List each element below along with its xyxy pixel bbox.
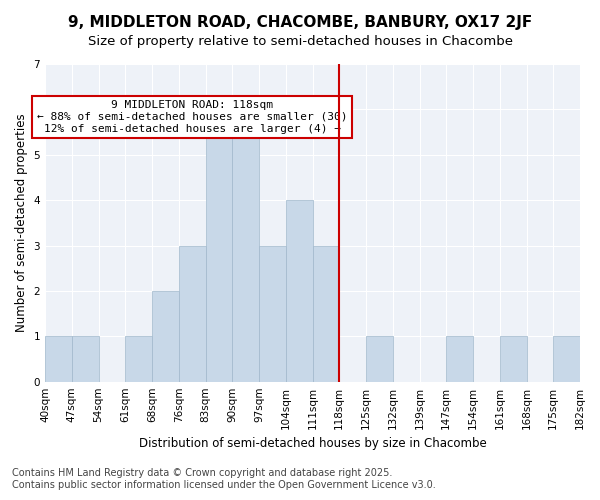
Bar	[179, 246, 206, 382]
Text: Contains HM Land Registry data © Crown copyright and database right 2025.
Contai: Contains HM Land Registry data © Crown c…	[12, 468, 436, 490]
Bar	[232, 110, 259, 382]
Bar	[366, 336, 393, 382]
Bar	[125, 336, 152, 382]
Bar	[313, 246, 339, 382]
Text: 9, MIDDLETON ROAD, CHACOMBE, BANBURY, OX17 2JF: 9, MIDDLETON ROAD, CHACOMBE, BANBURY, OX…	[68, 15, 532, 30]
Bar	[72, 336, 98, 382]
Bar	[553, 336, 580, 382]
Text: Size of property relative to semi-detached houses in Chacombe: Size of property relative to semi-detach…	[88, 35, 512, 48]
Bar	[259, 246, 286, 382]
Y-axis label: Number of semi-detached properties: Number of semi-detached properties	[15, 114, 28, 332]
Bar	[206, 110, 232, 382]
Bar	[45, 336, 72, 382]
Bar	[152, 291, 179, 382]
X-axis label: Distribution of semi-detached houses by size in Chacombe: Distribution of semi-detached houses by …	[139, 437, 487, 450]
Bar	[286, 200, 313, 382]
Bar	[446, 336, 473, 382]
Text: 9 MIDDLETON ROAD: 118sqm
← 88% of semi-detached houses are smaller (30)
12% of s: 9 MIDDLETON ROAD: 118sqm ← 88% of semi-d…	[37, 100, 347, 134]
Bar	[500, 336, 527, 382]
